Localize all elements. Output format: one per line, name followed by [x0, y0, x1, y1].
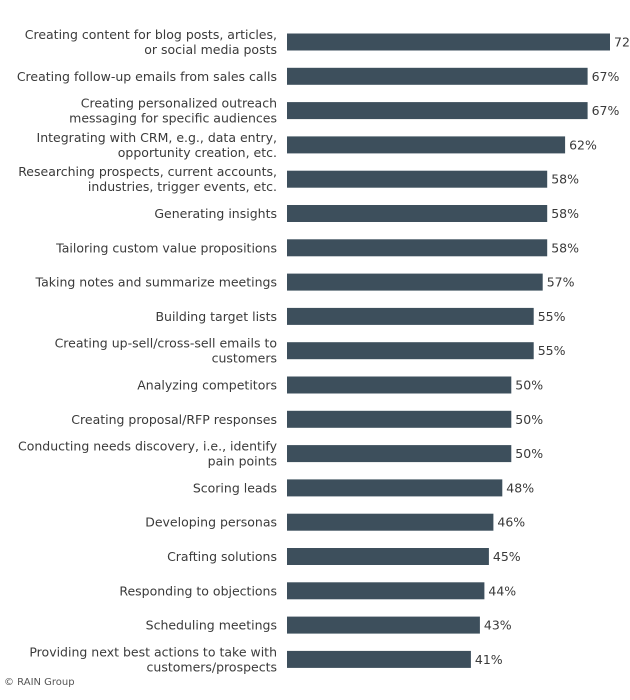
- category-label-9: Building target lists: [155, 309, 277, 324]
- category-label-14: Scoring leads: [193, 480, 277, 495]
- bar-14: [287, 479, 503, 497]
- bar-4: [287, 136, 566, 154]
- value-label-15: 46%: [497, 515, 525, 530]
- bar-3: [287, 102, 588, 120]
- value-label-13: 50%: [515, 446, 543, 461]
- bar-18: [287, 616, 480, 634]
- category-label-10: Creating up-sell/cross-sell emails to cus…: [55, 336, 277, 366]
- value-label-7: 58%: [551, 240, 579, 255]
- category-label-8: Taking notes and summarize meetings: [35, 275, 278, 290]
- category-label-4: Integrating with CRM, e.g., data entry, o…: [37, 130, 277, 160]
- category-label-6: Generating insights: [154, 206, 277, 221]
- value-label-14: 48%: [506, 480, 534, 495]
- category-label-11: Analyzing competitors: [137, 378, 277, 393]
- value-label-1: 72: [614, 35, 630, 50]
- bar-6: [287, 205, 548, 222]
- value-label-5: 58%: [551, 172, 579, 187]
- category-label-17: Responding to objections: [119, 583, 277, 598]
- bar-8: [287, 273, 543, 291]
- bar-5: [287, 170, 548, 188]
- category-label-1: Creating content for blog posts, article…: [25, 27, 277, 57]
- value-label-4: 62%: [569, 137, 597, 152]
- value-label-19: 41%: [475, 652, 503, 667]
- category-label-13: Conducting needs discovery, i.e., identi…: [18, 439, 278, 469]
- category-label-7: Tailoring custom value propositions: [55, 240, 277, 255]
- bar-1: [287, 33, 610, 51]
- bar-17: [287, 582, 485, 600]
- value-label-17: 44%: [488, 583, 516, 598]
- category-label-3: Creating personalized outreach messaging …: [69, 96, 277, 126]
- value-label-16: 45%: [493, 549, 521, 564]
- category-label-2: Creating follow-up emails from sales cal…: [17, 69, 277, 84]
- bar-2: [287, 67, 588, 85]
- bar-11: [287, 376, 512, 394]
- bar-19: [287, 650, 471, 668]
- bar-13: [287, 445, 512, 463]
- value-label-3: 67%: [592, 103, 620, 118]
- bar-7: [287, 239, 548, 257]
- category-label-18: Scheduling meetings: [146, 618, 277, 633]
- value-label-11: 50%: [515, 378, 543, 393]
- category-label-15: Developing personas: [145, 515, 277, 530]
- category-label-19: Providing next best actions to take with…: [29, 644, 277, 674]
- value-label-8: 57%: [547, 275, 575, 290]
- bar-9: [287, 307, 534, 325]
- bar-12: [287, 410, 512, 428]
- value-label-2: 67%: [592, 69, 620, 84]
- value-label-6: 58%: [551, 206, 579, 221]
- value-label-18: 43%: [484, 618, 512, 633]
- value-label-12: 50%: [515, 412, 543, 427]
- bar-15: [287, 513, 494, 531]
- category-label-5: Researching prospects, current accounts,…: [18, 164, 277, 194]
- value-label-10: 55%: [538, 343, 566, 358]
- source-credit: © RAIN Group: [4, 677, 75, 688]
- value-label-9: 55%: [538, 309, 566, 324]
- category-label-16: Crafting solutions: [167, 549, 277, 564]
- bar-10: [287, 342, 534, 360]
- bar-16: [287, 548, 489, 565]
- category-label-12: Creating proposal/RFP responses: [71, 412, 277, 427]
